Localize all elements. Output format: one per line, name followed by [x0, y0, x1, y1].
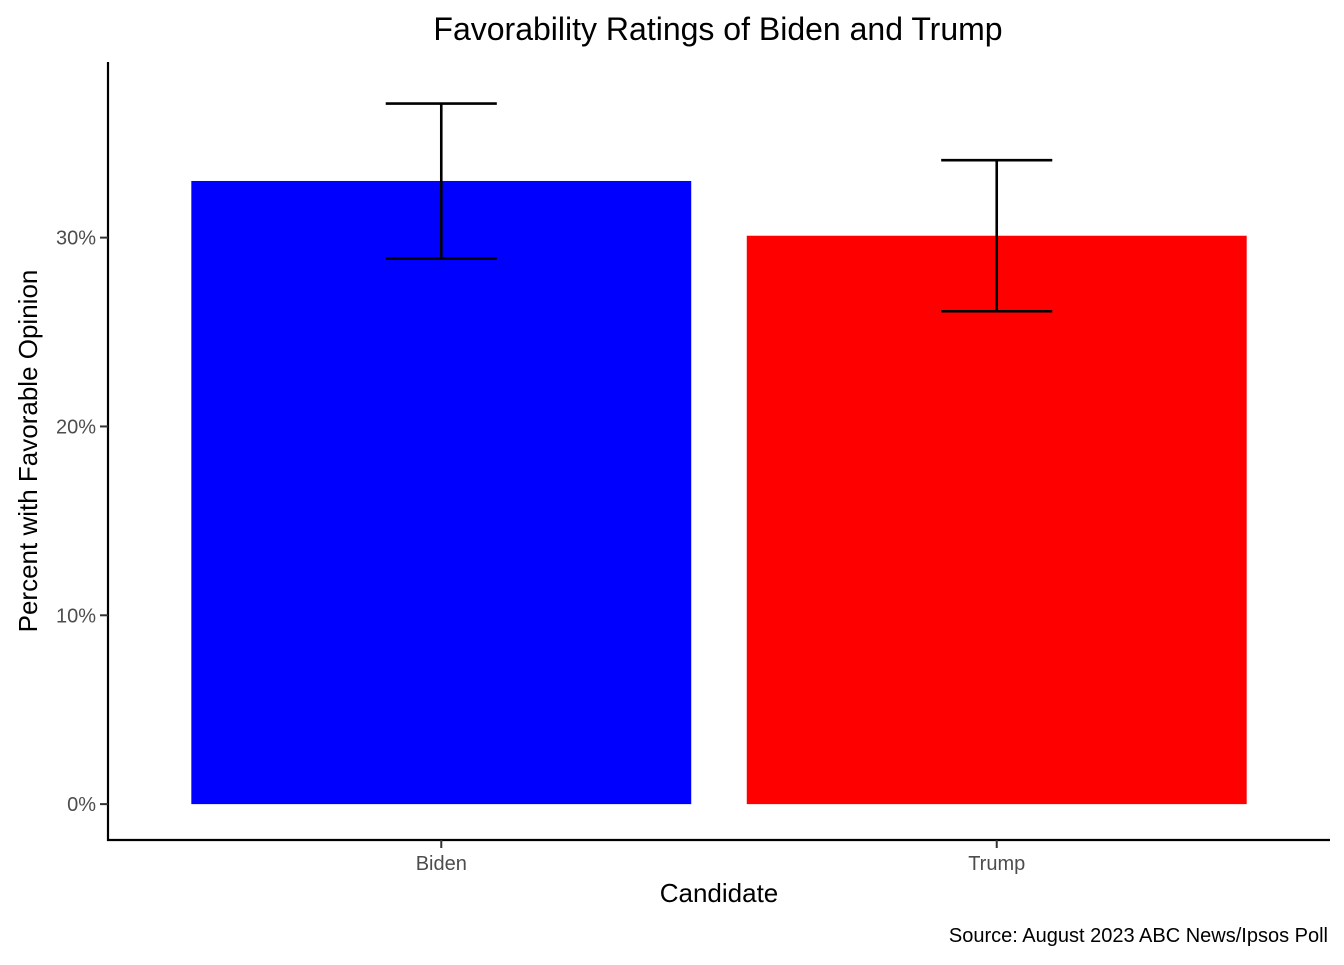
y-tick-label-10: 10% [56, 605, 96, 627]
bars-layer [191, 180, 1247, 805]
y-tick-label-0: 0% [67, 794, 96, 816]
x-axis-title: Candidate [660, 878, 779, 908]
x-tick-label-biden: Biden [416, 853, 467, 875]
y-ticks-layer: 0% 10% 20% 30% [56, 228, 108, 816]
bar-biden [191, 180, 692, 805]
y-tick-label-20: 20% [56, 416, 96, 438]
chart-caption: Source: August 2023 ABC News/Ipsos Poll [949, 925, 1328, 947]
y-tick-label-30: 30% [56, 228, 96, 250]
x-tick-label-trump: Trump [968, 853, 1025, 875]
y-axis-title: Percent with Favorable Opinion [13, 270, 43, 633]
errorbar-biden [385, 102, 497, 260]
errorbars-layer [385, 102, 1053, 313]
bar-trump [746, 235, 1247, 805]
errorbar-trump [941, 158, 1053, 313]
x-ticks-layer: Biden Trump [416, 840, 1025, 875]
chart-title: Favorability Ratings of Biden and Trump [433, 11, 1002, 47]
